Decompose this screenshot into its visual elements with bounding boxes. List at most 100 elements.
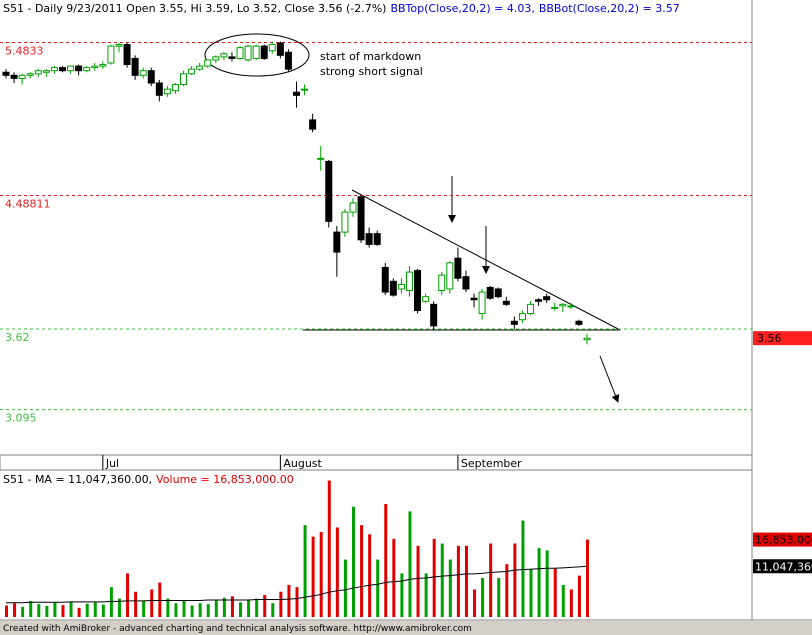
candle-body <box>260 45 268 59</box>
candle-body <box>91 65 99 69</box>
candle-body <box>478 291 486 315</box>
x-tick-label: Jul <box>105 457 119 470</box>
candle-body <box>333 231 341 253</box>
ma-axis-label: 11,047,360 <box>755 560 812 573</box>
volume-bar <box>109 587 113 617</box>
volume-bar <box>335 527 339 617</box>
volume-bar <box>53 602 57 617</box>
volume-bar <box>327 480 331 617</box>
candle-body <box>228 56 236 59</box>
candle-body <box>107 45 115 64</box>
volume-axis-label: 16,853,000 <box>755 534 812 547</box>
footer: Created with AmiBroker - advanced charti… <box>3 624 472 634</box>
candle-body <box>26 73 34 76</box>
candle-body <box>381 266 389 293</box>
volume-bar <box>497 577 501 617</box>
annotation-text: strong short signal <box>320 65 423 78</box>
title-part: BBBot(Close,20,2) = 3.57 <box>539 2 680 15</box>
candle-body <box>373 233 381 245</box>
volume-bar <box>206 604 210 617</box>
footer-band <box>0 621 812 635</box>
volume-bar <box>13 603 17 617</box>
volume-bar <box>182 600 186 617</box>
volume-bar <box>247 599 251 617</box>
candle-body <box>365 233 373 245</box>
volume-bar <box>174 603 178 617</box>
volume-bar <box>190 605 194 617</box>
candle-body <box>510 320 518 325</box>
volume-bar <box>360 525 364 617</box>
ma-line <box>6 565 588 604</box>
candle-body <box>244 45 252 61</box>
candle-body <box>405 271 413 292</box>
candle-body <box>551 306 559 309</box>
candle-body <box>325 160 333 222</box>
volume-bar <box>77 607 81 617</box>
candle-body <box>357 196 365 241</box>
volume-bar <box>271 603 275 617</box>
candle-body <box>115 44 123 47</box>
volume-bar <box>368 534 372 617</box>
candle-body <box>83 67 91 72</box>
volume-bar <box>142 600 146 617</box>
y-tick-label: 5.4833 <box>5 45 44 58</box>
candle-body <box>454 257 462 279</box>
volume-bar <box>222 597 226 617</box>
volume-bar <box>239 602 243 617</box>
volume-bar <box>586 539 589 617</box>
candle-body <box>139 70 147 76</box>
annotation-ellipse <box>204 33 310 77</box>
candle-body <box>518 313 526 321</box>
y-tick-label: 3.095 <box>5 412 37 425</box>
candle-body <box>99 64 107 67</box>
volume-bar <box>577 575 581 617</box>
ma-box <box>753 559 812 574</box>
volume-bar <box>45 605 49 617</box>
title-part: S51 - MA = 11,047,360.00, <box>3 473 152 486</box>
candle-body <box>147 70 155 84</box>
candle-body <box>559 303 567 307</box>
candle-body <box>486 286 494 299</box>
candle-body <box>204 59 212 67</box>
candle-body <box>42 70 50 73</box>
candle-body <box>462 276 470 290</box>
candle-body <box>75 65 83 72</box>
volume-bar <box>295 587 299 617</box>
candle-body <box>163 88 171 95</box>
annotation-text: start of markdown <box>320 50 421 63</box>
candle-body <box>575 320 583 325</box>
volume-bar <box>263 594 267 617</box>
volume-bar <box>569 589 573 617</box>
candle-body <box>470 297 478 301</box>
candle-body <box>58 67 66 72</box>
volume-bar <box>448 559 452 617</box>
candle-body <box>309 119 317 130</box>
candle-body <box>171 84 179 92</box>
candle-body <box>502 300 510 305</box>
volume-bar <box>214 600 218 617</box>
volume-bar <box>545 550 549 617</box>
volume-bar <box>158 582 162 617</box>
volume-bar <box>5 605 8 617</box>
volume-bar <box>400 573 404 617</box>
volume-bar <box>311 536 315 617</box>
candle-body <box>252 45 260 59</box>
volume-bar <box>424 573 428 617</box>
candle-body <box>543 296 551 301</box>
volume-bar <box>464 545 468 617</box>
volume-bar <box>69 601 73 617</box>
volume-bar <box>537 548 541 617</box>
candle-body <box>583 337 591 341</box>
candle-body <box>527 303 535 315</box>
volume-bar <box>392 538 396 617</box>
candle-body <box>268 44 276 52</box>
volume-bar <box>117 598 121 617</box>
candle-body <box>2 71 10 76</box>
candle-body <box>212 56 220 61</box>
candle-body <box>293 91 300 96</box>
candle-body <box>414 270 422 312</box>
volume-bar <box>61 605 65 617</box>
volume-bar <box>279 591 283 617</box>
